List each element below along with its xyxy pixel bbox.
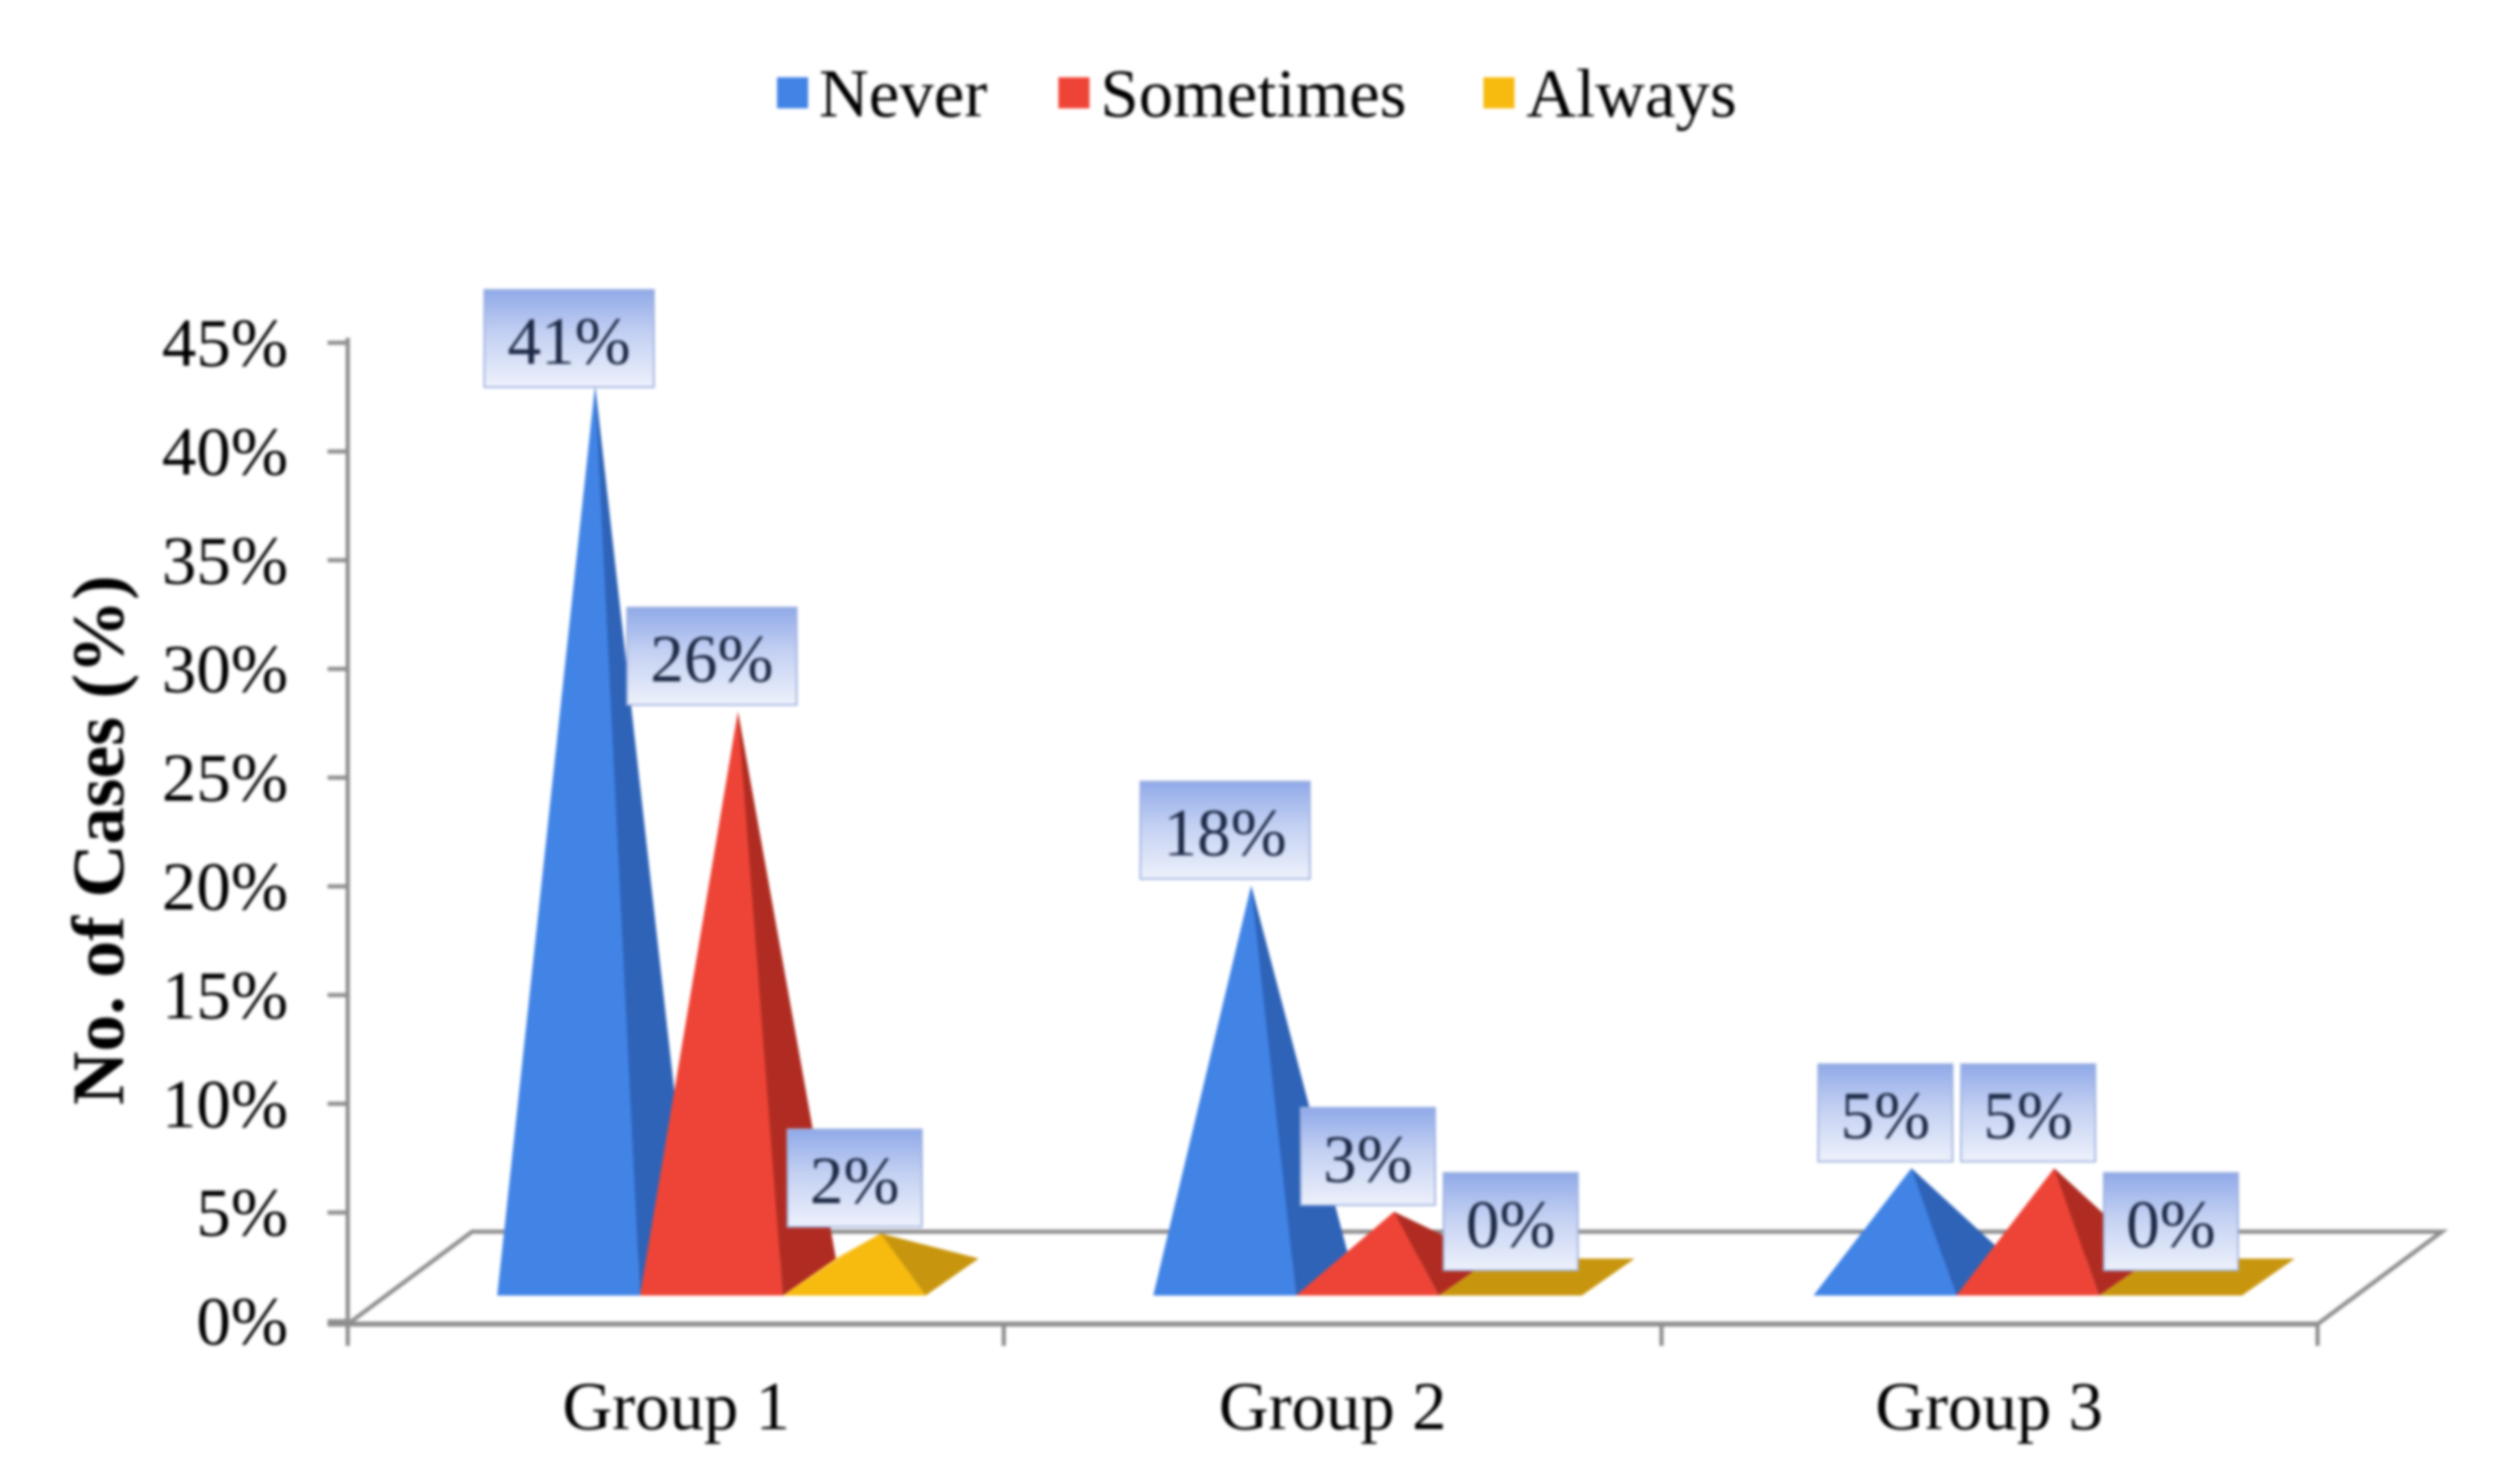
svg-text:0%: 0% <box>197 1283 288 1359</box>
svg-text:Group 1: Group 1 <box>562 1368 790 1444</box>
svg-text:26%: 26% <box>650 623 774 696</box>
svg-text:Group 2: Group 2 <box>1219 1368 1446 1444</box>
svg-text:45%: 45% <box>162 305 288 381</box>
svg-text:30%: 30% <box>162 631 288 707</box>
svg-text:Never: Never <box>819 55 987 132</box>
svg-text:0%: 0% <box>2126 1188 2216 1262</box>
svg-text:2%: 2% <box>810 1144 900 1218</box>
svg-text:20%: 20% <box>162 849 288 925</box>
svg-text:35%: 35% <box>162 522 288 598</box>
svg-text:15%: 15% <box>162 957 288 1033</box>
svg-text:0%: 0% <box>1466 1188 1556 1262</box>
svg-text:No. of Cases (%): No. of Cases (%) <box>59 576 140 1106</box>
svg-text:5%: 5% <box>1840 1080 1930 1154</box>
svg-text:10%: 10% <box>162 1065 288 1142</box>
svg-text:18%: 18% <box>1163 796 1287 870</box>
svg-text:5%: 5% <box>1983 1080 2073 1154</box>
svg-text:5%: 5% <box>197 1175 288 1251</box>
svg-text:Always: Always <box>1526 55 1737 132</box>
svg-text:Group 3: Group 3 <box>1875 1368 2103 1444</box>
svg-text:41%: 41% <box>507 305 631 379</box>
svg-text:Sometimes: Sometimes <box>1100 55 1406 132</box>
svg-text:40%: 40% <box>162 413 288 490</box>
svg-text:3%: 3% <box>1323 1122 1413 1196</box>
svg-text:25%: 25% <box>162 739 288 816</box>
